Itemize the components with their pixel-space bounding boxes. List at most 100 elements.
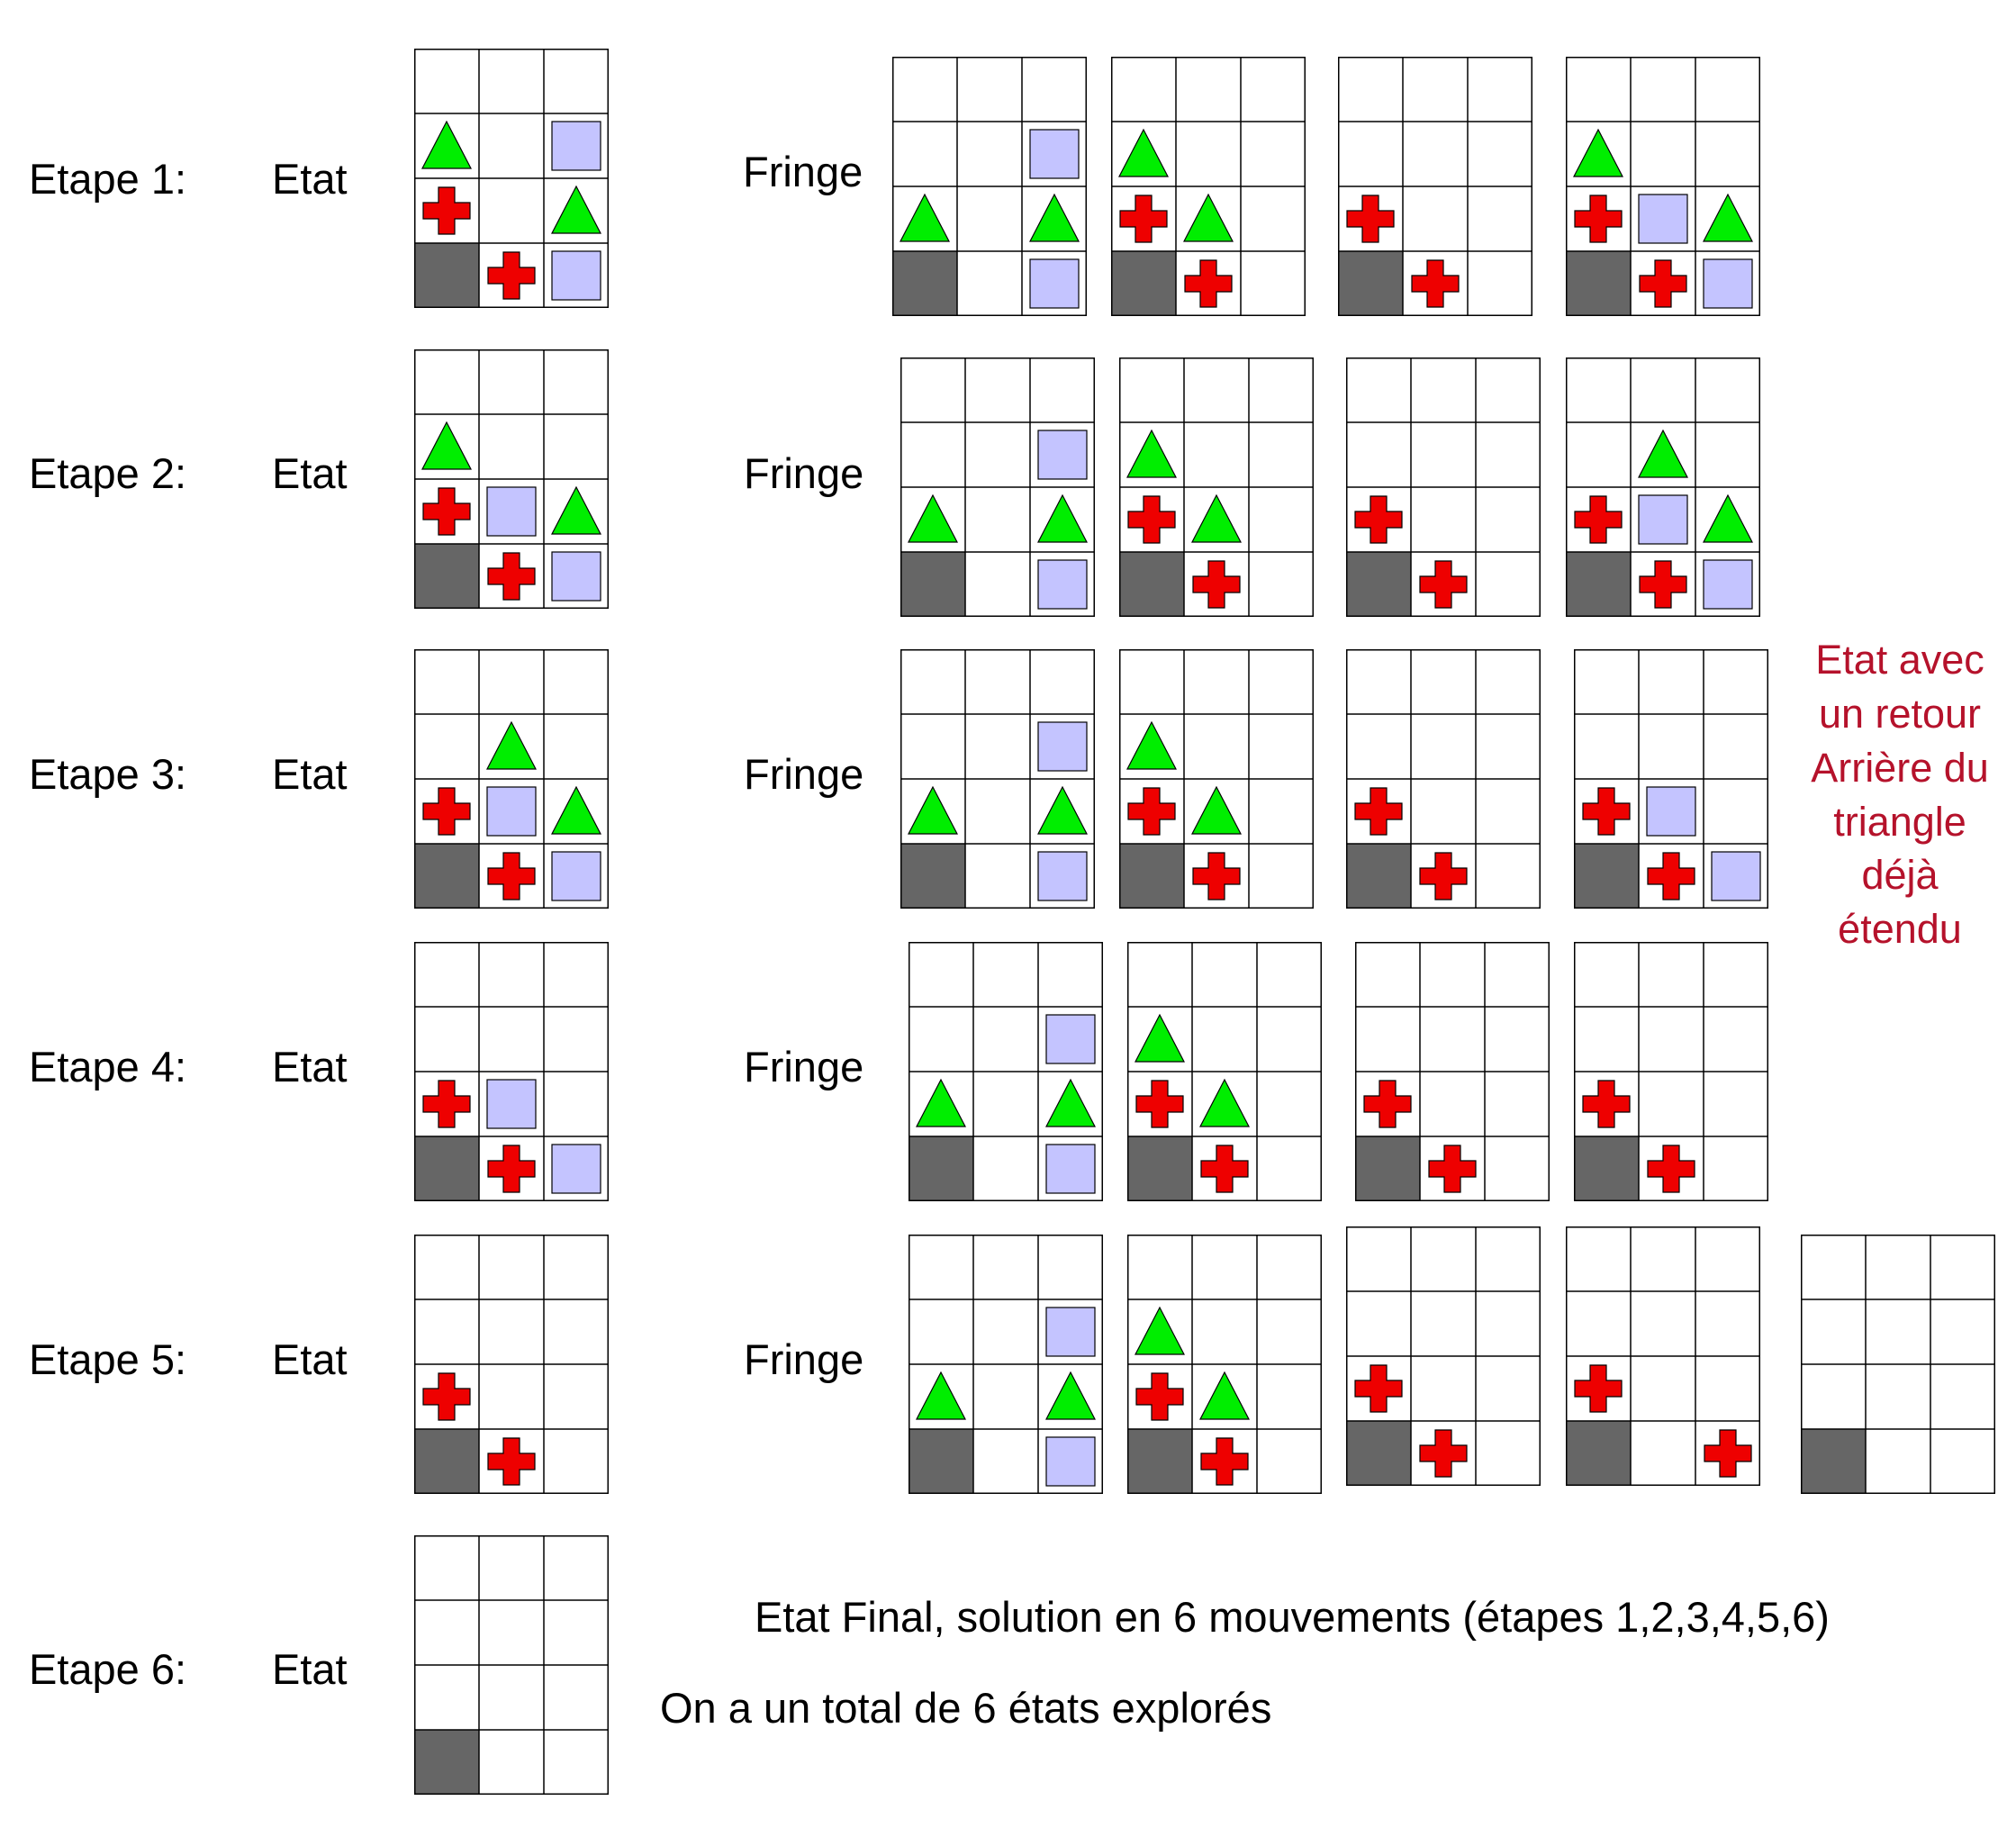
final-state-text: Etat Final, solution en 6 mouvements (ét… [755, 1593, 1830, 1641]
triangle-piece [1638, 429, 1688, 478]
wall-cell [1801, 1429, 1866, 1494]
cross-piece [1192, 852, 1241, 900]
triangle-piece [421, 120, 472, 169]
triangle-piece [908, 493, 958, 543]
step-2-fringe-grid-1 [900, 357, 1095, 617]
wall-cell [1119, 552, 1184, 617]
square-piece [551, 121, 601, 171]
triangle-piece [1118, 128, 1169, 177]
square-piece [551, 1144, 601, 1194]
square-piece [1037, 430, 1088, 480]
cross-piece [1184, 259, 1233, 308]
cross-piece [1639, 560, 1687, 609]
wall-cell [1119, 844, 1184, 909]
square-piece [486, 1079, 537, 1129]
step-3-state-grid [414, 649, 609, 909]
square-piece [1638, 494, 1688, 545]
step-1-fringe-label: Fringe [743, 148, 863, 195]
triangle-piece [1191, 785, 1242, 835]
step-1-fringe-grid-1 [892, 57, 1087, 316]
step-4-fringe-grid-2 [1127, 942, 1322, 1201]
triangle-piece [1199, 1078, 1250, 1127]
cross-piece [422, 787, 471, 836]
triangle-piece [1703, 193, 1753, 242]
cross-piece [1582, 1080, 1631, 1128]
cross-piece [1354, 1364, 1403, 1413]
step-6-state-label: Etat [272, 1645, 348, 1693]
triangle-piece [551, 785, 601, 835]
triangle-piece [1029, 193, 1080, 242]
triangle-piece [1573, 128, 1623, 177]
cross-piece [487, 1145, 536, 1193]
step-5-fringe-grid-2 [1127, 1235, 1322, 1494]
total-explored-text: On a un total de 6 états explorés [660, 1684, 1272, 1732]
step-5-label: Etape 5: [29, 1335, 187, 1383]
cross-piece [1574, 1364, 1623, 1413]
square-piece [486, 486, 537, 537]
cross-piece [1639, 259, 1687, 308]
step-1-state-grid [414, 49, 609, 308]
step-3-state-label: Etat [272, 750, 348, 798]
backtrack-note: Etat avec un retour Arrière du triangle … [1811, 637, 1989, 953]
wall-cell [1574, 1136, 1639, 1201]
cross-piece [1411, 259, 1460, 308]
wall-cell [900, 552, 965, 617]
triangle-piece [1126, 429, 1177, 478]
square-piece [1037, 851, 1088, 901]
step-6-state-grid [414, 1535, 609, 1795]
step-2-fringe-grid-2 [1119, 357, 1314, 617]
wall-cell [1338, 251, 1403, 316]
step-2-state-grid [414, 349, 609, 609]
step-3-fringe-grid-3 [1346, 649, 1541, 909]
triangle-piece [916, 1078, 966, 1127]
square-piece [551, 250, 601, 301]
wall-cell [892, 251, 957, 316]
wall-cell [414, 544, 479, 609]
step-4-fringe-grid-1 [909, 942, 1103, 1201]
square-piece [1029, 258, 1080, 309]
square-piece [1638, 194, 1688, 244]
square-piece [1029, 129, 1080, 179]
cross-piece [1704, 1429, 1752, 1478]
cross-piece [422, 487, 471, 536]
triangle-piece [1191, 493, 1242, 543]
cross-piece [1574, 195, 1623, 243]
wall-cell [909, 1136, 973, 1201]
step-2-state-label: Etat [272, 449, 348, 497]
cross-piece [1647, 852, 1695, 900]
wall-cell [1566, 1421, 1631, 1486]
cross-piece [1647, 1145, 1695, 1193]
square-piece [1646, 786, 1696, 837]
cross-piece [1363, 1080, 1412, 1128]
cross-piece [1354, 495, 1403, 544]
triangle-piece [1037, 493, 1088, 543]
cross-piece [1135, 1372, 1184, 1421]
step-5-state-label: Etat [272, 1335, 348, 1383]
wall-cell [1127, 1136, 1192, 1201]
cross-piece [1127, 787, 1176, 836]
cross-piece [1354, 787, 1403, 836]
step-2-fringe-label: Fringe [744, 449, 864, 497]
step-3-fringe-grid-1 [900, 649, 1095, 909]
cross-piece [1428, 1145, 1477, 1193]
triangle-piece [421, 421, 472, 470]
cross-piece [422, 1080, 471, 1128]
cross-piece [422, 1372, 471, 1421]
step-3-label: Etape 3: [29, 750, 187, 798]
wall-cell [414, 1136, 479, 1201]
triangle-piece [1199, 1371, 1250, 1420]
step-3-fringe-grid-2 [1119, 649, 1314, 909]
step-4-fringe-label: Fringe [744, 1043, 864, 1090]
square-piece [1037, 721, 1088, 772]
wall-cell [909, 1429, 973, 1494]
step-5-fringe-label: Fringe [744, 1335, 864, 1383]
step-5-fringe-grid-4 [1566, 1226, 1760, 1486]
triangle-piece [1135, 1306, 1185, 1355]
cross-piece [1574, 495, 1623, 544]
square-piece [1045, 1144, 1096, 1194]
step-1-fringe-grid-3 [1338, 57, 1532, 316]
cross-piece [487, 852, 536, 900]
triangle-piece [900, 193, 950, 242]
step-4-state-grid [414, 942, 609, 1201]
cross-piece [487, 1437, 536, 1486]
